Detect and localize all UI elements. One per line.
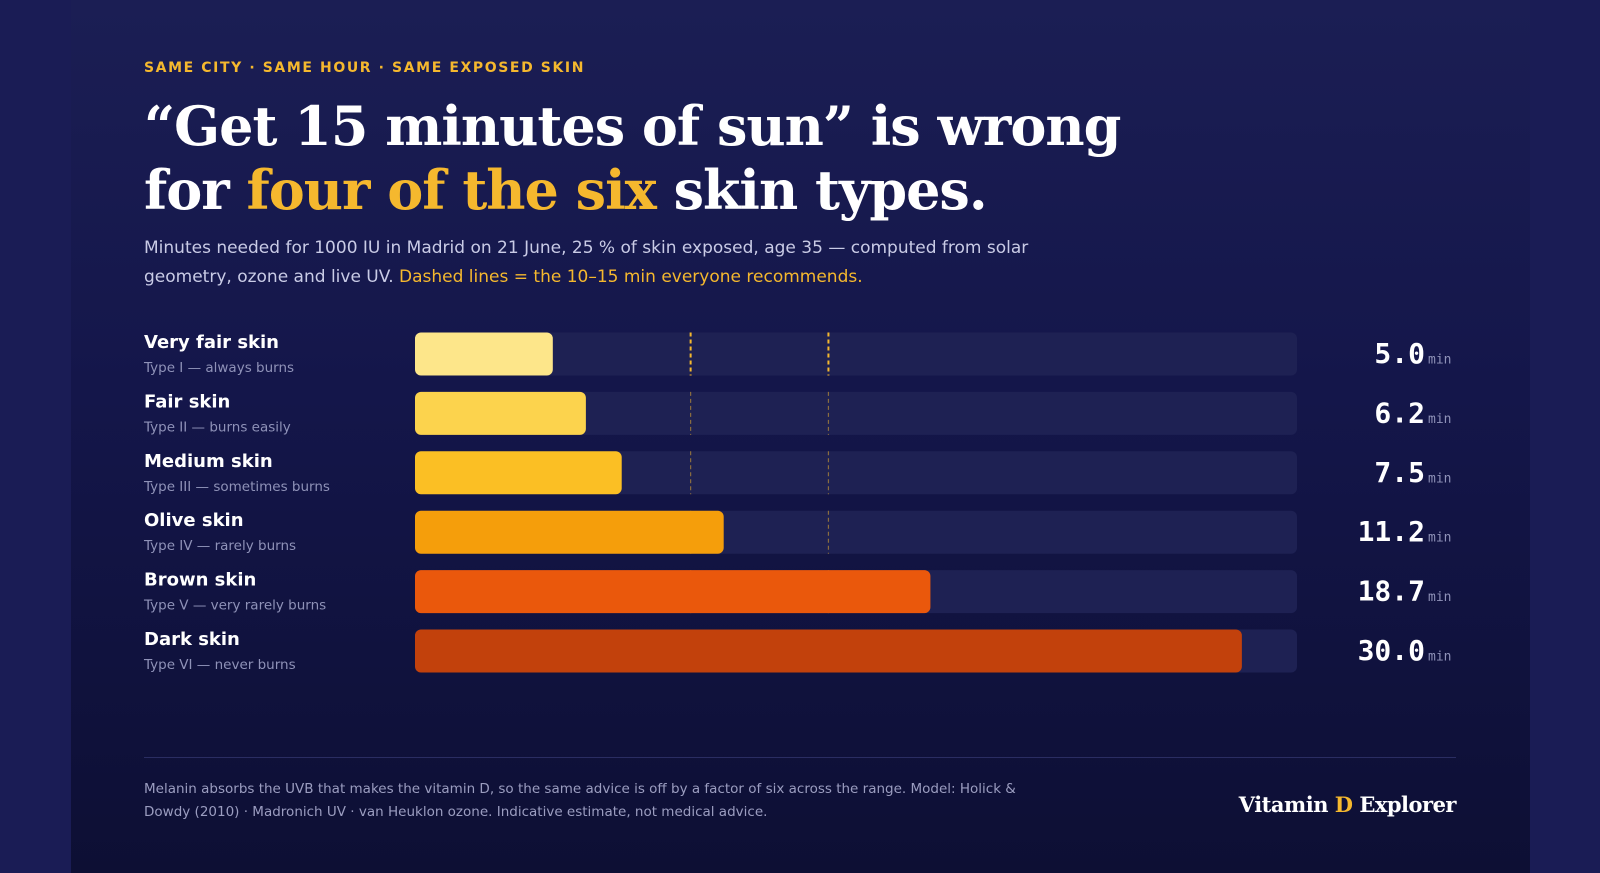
bar-track [415,451,1297,495]
bar [415,570,931,614]
subtitle: Minutes needed for 1000 IU in Madrid on … [144,234,1084,292]
value-label: 18.7 [1358,575,1425,608]
category-description: Type I — always burns [143,360,294,376]
eyebrow: SAME CITY · SAME HOUR · SAME EXPOSED SKI… [144,60,586,76]
title-text: skin types. [673,158,988,222]
brand-text: Vitamin [1238,792,1329,817]
brand: Vitamin D Explorer [1238,792,1457,817]
bar [415,510,724,554]
category-label: Dark skin [144,629,240,650]
subtitle-text: Minutes needed for 1000 IU in Madrid on … [144,238,1029,287]
bar [415,391,586,435]
category-description: Type II — burns easily [143,419,291,435]
brand-text: Explorer [1359,792,1456,817]
value-unit: min [1428,650,1451,665]
footnote: Melanin absorbs the UVB that makes the v… [144,781,1016,820]
category-label: Medium skin [144,451,273,472]
panel [71,0,1530,873]
brand-highlight: D [1334,792,1353,817]
bar [415,629,1242,673]
value-label: 6.2 [1374,396,1425,429]
value-unit: min [1428,353,1451,368]
title-text: “Get 15 minutes of sun” is wrong for [144,94,1121,222]
bar-track [415,332,1297,376]
category-description: Type VI — never burns [143,657,296,673]
category-description: Type IV — rarely burns [143,538,296,554]
category-description: Type V — very rarely burns [143,598,326,614]
value-unit: min [1428,531,1451,546]
value-label: 11.2 [1358,515,1425,548]
category-label: Brown skin [144,570,256,591]
category-label: Very fair skin [144,332,279,353]
category-label: Fair skin [144,391,230,412]
category-label: Olive skin [144,510,244,531]
separator [144,757,1456,758]
title-highlight: four of the six [246,158,657,222]
value-unit: min [1428,590,1451,605]
value-unit: min [1428,412,1451,427]
value-unit: min [1428,471,1451,486]
category-description: Type III — sometimes burns [143,479,330,495]
chart-title: “Get 15 minutes of sun” is wrong for fou… [144,94,1144,222]
value-label: 7.5 [1374,456,1425,489]
bar-track [415,391,1297,435]
bar [415,451,622,495]
bar [415,332,553,376]
value-label: 30.0 [1358,634,1425,667]
subtitle-highlight: Dashed lines = the 10–15 min everyone re… [399,267,863,287]
value-label: 5.0 [1374,337,1425,370]
